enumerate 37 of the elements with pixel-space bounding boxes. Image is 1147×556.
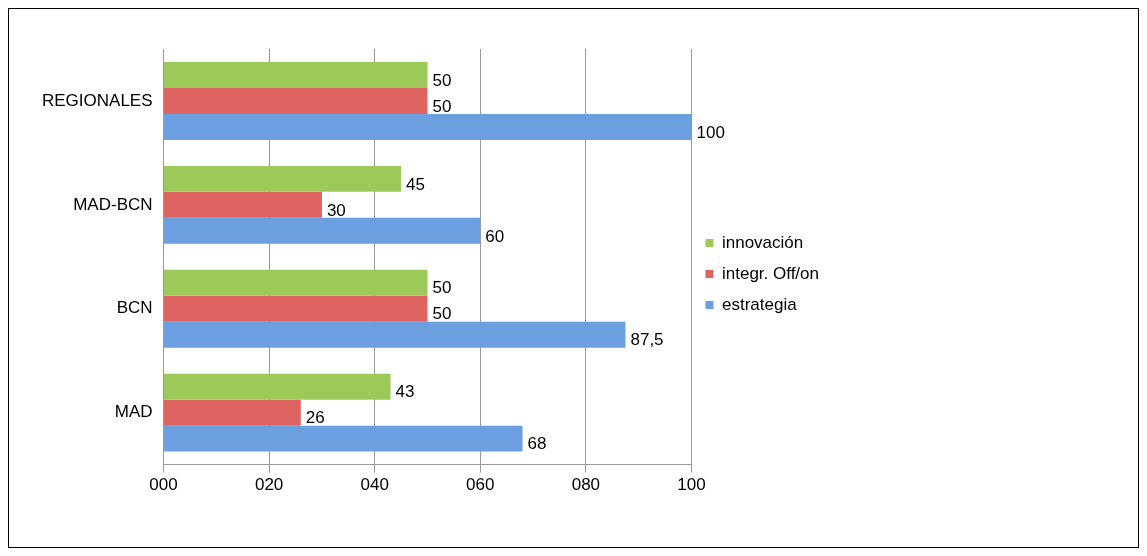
data-label: 50 — [432, 70, 452, 90]
data-label: 100 — [696, 122, 725, 142]
x-tick-label: 020 — [254, 475, 284, 495]
x-tick-label: 060 — [466, 475, 495, 495]
data-label: 30 — [326, 200, 346, 220]
x-tick-label: 040 — [360, 475, 389, 495]
data-label: 43 — [395, 382, 415, 402]
bar — [164, 399, 301, 426]
bar — [164, 61, 428, 88]
legend-label: estrategia — [721, 294, 798, 314]
legend-label: integr. Off/on — [721, 263, 819, 283]
bar — [164, 295, 428, 322]
data-label: 60 — [485, 226, 505, 246]
y-tick-label: MAD-BCN — [73, 194, 153, 214]
y-tick-label: REGIONALES — [41, 90, 153, 110]
bar — [164, 165, 402, 192]
data-label: 50 — [432, 96, 452, 116]
data-label: 68 — [527, 434, 547, 454]
x-tick-label: 100 — [677, 475, 706, 495]
bar — [164, 269, 428, 296]
bar — [164, 87, 428, 114]
y-tick-label: BCN — [116, 298, 153, 318]
x-tick-label: 080 — [571, 475, 601, 495]
bar — [164, 191, 322, 218]
data-label: 45 — [406, 174, 426, 194]
bar — [164, 321, 626, 348]
legend-label: innovación — [721, 232, 804, 252]
bar — [164, 425, 523, 452]
data-label: 26 — [305, 408, 325, 428]
y-tick-label: MAD — [114, 402, 153, 422]
data-label: 87,5 — [630, 330, 664, 350]
bar — [164, 373, 391, 400]
data-label: 50 — [432, 304, 452, 324]
data-label: 50 — [432, 278, 452, 298]
x-tick-label: 000 — [149, 475, 178, 495]
bar — [164, 113, 692, 140]
bar — [164, 217, 481, 244]
